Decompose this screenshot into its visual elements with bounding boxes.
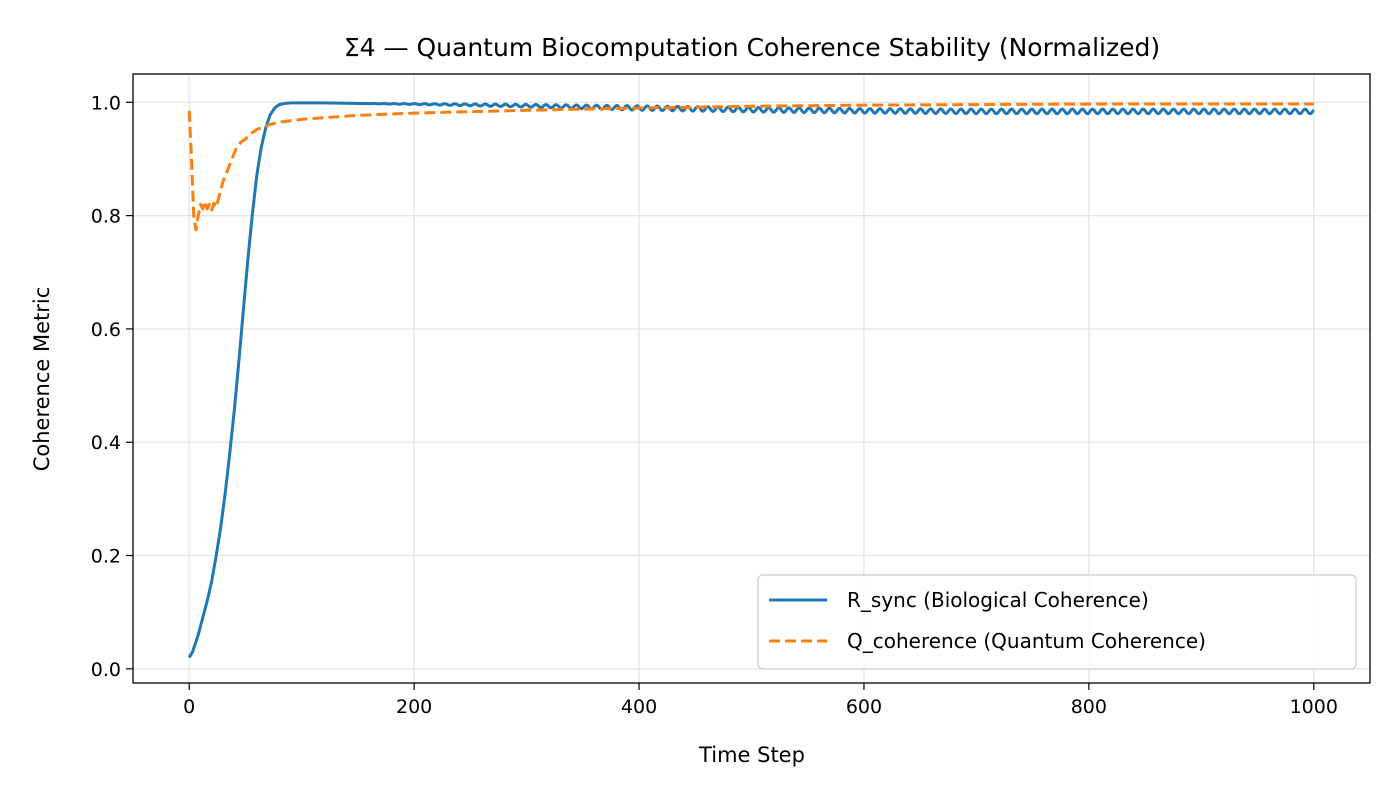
series-line-r-sync bbox=[187, 101, 1315, 659]
legend-box bbox=[757, 574, 1357, 670]
x-tick-label: 400 bbox=[621, 696, 657, 718]
chart-title: Σ4 — Quantum Biocomputation Coherence St… bbox=[344, 33, 1160, 62]
plot-frame bbox=[132, 73, 1371, 684]
x-axis-label: Time Step bbox=[698, 743, 805, 767]
x-axis-ticks: 0 200 400 600 800 1000 bbox=[183, 683, 1338, 718]
legend: R_sync (Biological Coherence) Q_coherence… bbox=[757, 574, 1357, 670]
y-tick-label: 1.0 bbox=[91, 92, 121, 114]
legend-label: Q_coherence (Quantum Coherence) bbox=[847, 629, 1206, 653]
x-tick-label: 800 bbox=[1071, 696, 1107, 718]
y-tick-label: 0.6 bbox=[91, 319, 121, 341]
y-axis-label: Coherence Metric bbox=[30, 287, 54, 472]
y-tick-label: 0.8 bbox=[91, 206, 121, 228]
y-tick-label: 0.2 bbox=[91, 546, 121, 568]
y-axis-ticks: 0.0 0.2 0.4 0.6 0.8 1.0 bbox=[91, 92, 133, 681]
legend-label: R_sync (Biological Coherence) bbox=[847, 588, 1149, 612]
x-tick-label: 200 bbox=[396, 696, 432, 718]
x-tick-label: 600 bbox=[846, 696, 882, 718]
x-tick-label: 0 bbox=[183, 696, 195, 718]
x-tick-label: 1000 bbox=[1290, 696, 1338, 718]
y-tick-label: 0.4 bbox=[91, 432, 121, 454]
y-tick-label: 0.0 bbox=[91, 659, 121, 681]
series-line-q-coherence bbox=[187, 102, 1314, 232]
series-layer bbox=[187, 101, 1315, 659]
